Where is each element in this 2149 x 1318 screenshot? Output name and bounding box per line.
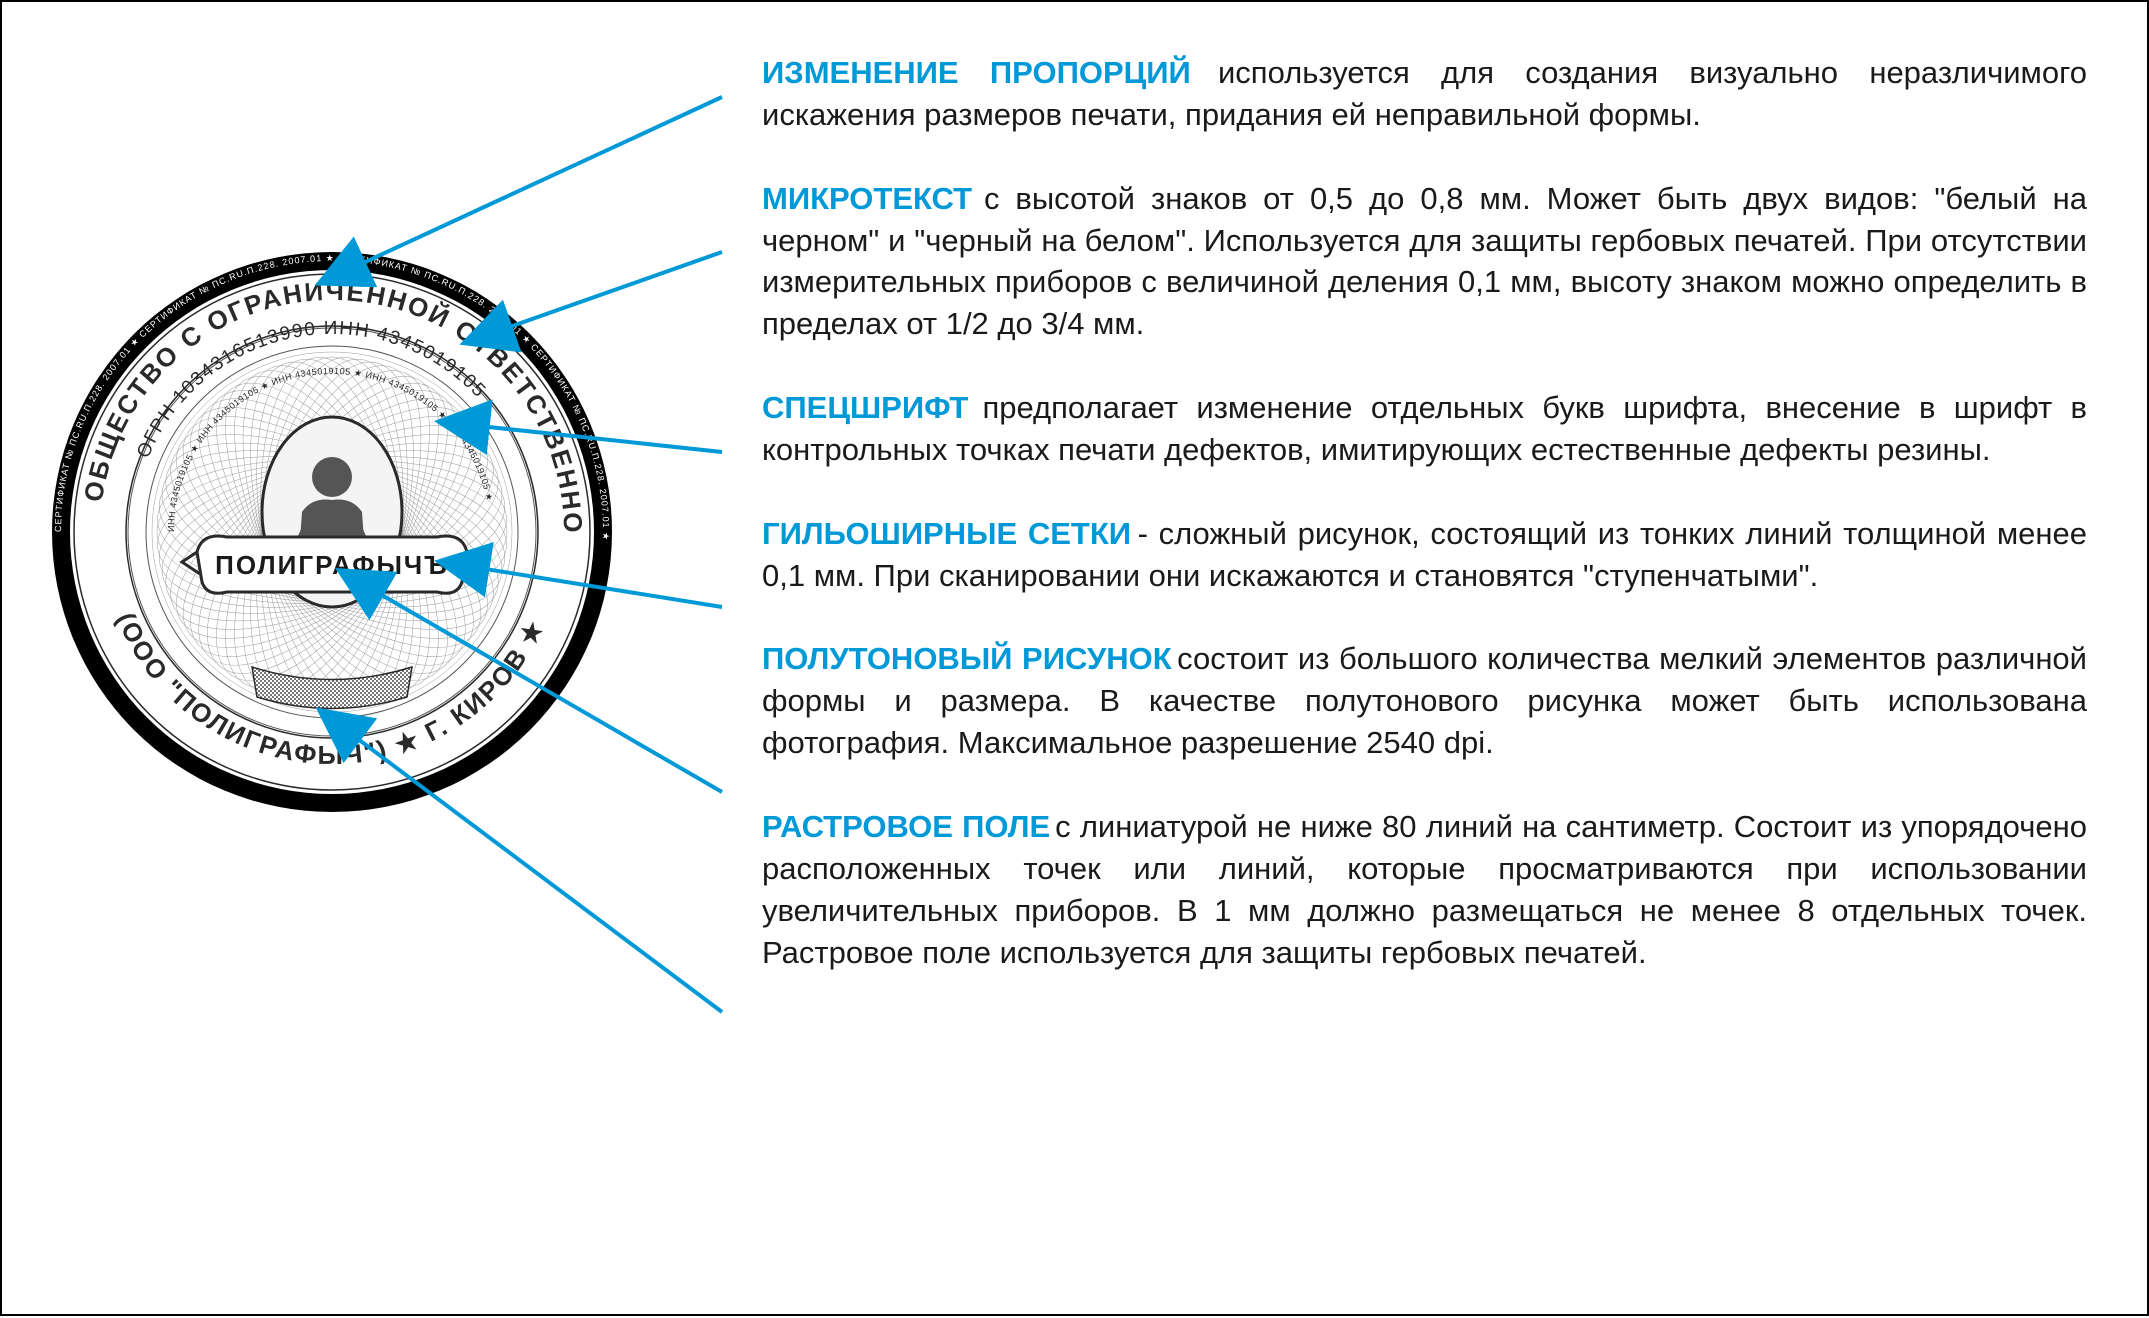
section-specialfont: СПЕЦШРИФТ предполагает изменение отдельн… [762, 387, 2087, 471]
descriptions-column: ИЗМЕНЕНИЕ ПРОПОРЦИЙ используется для соз… [692, 52, 2087, 1264]
stamp-column: СЕРТИФИКАТ № ПС.RU.П.228. 2007.01 ★ СЕРТ… [42, 52, 692, 1264]
stamp-logo-banner: ПОЛИГРАФЫЧЪ [182, 536, 482, 593]
stamp-logo-text: ПОЛИГРАФЫЧЪ [215, 550, 449, 580]
section-title: ИЗМЕНЕНИЕ ПРОПОРЦИЙ [762, 55, 1191, 90]
section-title: МИКРОТЕКСТ [762, 181, 972, 216]
infographic-container: СЕРТИФИКАТ № ПС.RU.П.228. 2007.01 ★ СЕРТ… [2, 2, 2147, 1314]
section-halftone: ПОЛУТОНОВЫЙ РИСУНОК состоит из большого … [762, 638, 2087, 764]
section-proportions: ИЗМЕНЕНИЕ ПРОПОРЦИЙ используется для соз… [762, 52, 2087, 136]
section-title: СПЕЦШРИФТ [762, 390, 968, 425]
section-title: ПОЛУТОНОВЫЙ РИСУНОК [762, 641, 1172, 676]
section-title: РАСТРОВОЕ ПОЛЕ [762, 809, 1050, 844]
section-raster: РАСТРОВОЕ ПОЛЕ с линиатурой не ниже 80 л… [762, 806, 2087, 973]
section-microtext: МИКРОТЕКСТ с высотой знаков от 0,5 до 0,… [762, 178, 2087, 345]
section-guilloche: ГИЛЬОШИРНЫЕ СЕТКИ - сложный рисунок, сос… [762, 513, 2087, 597]
stamp-seal: СЕРТИФИКАТ № ПС.RU.П.228. 2007.01 ★ СЕРТ… [52, 252, 612, 812]
section-title: ГИЛЬОШИРНЫЕ СЕТКИ [762, 516, 1131, 551]
